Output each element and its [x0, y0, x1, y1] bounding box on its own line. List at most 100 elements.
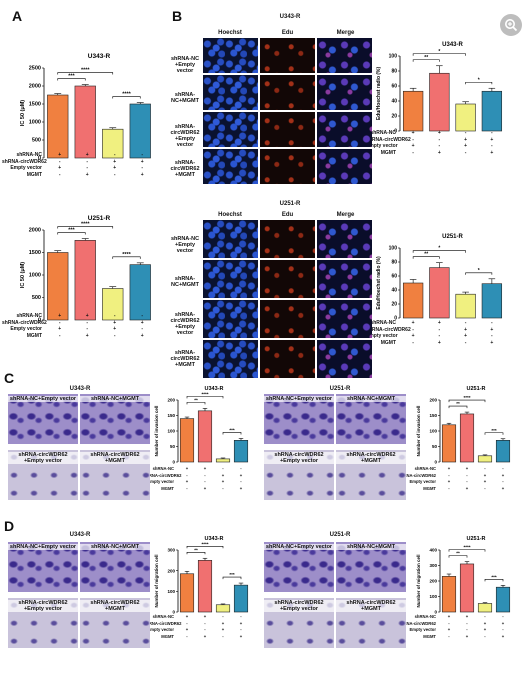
- sign-cell: -: [86, 165, 89, 171]
- sign-row: shRNA-NC + + - -: [396, 466, 512, 473]
- transwell-caption: shRNA-circWDR62 +Empty vector: [264, 452, 334, 464]
- y-axis-label: Number of invasion cell: [416, 406, 421, 457]
- sign-cell: +: [221, 627, 225, 632]
- sign-cell: -: [484, 633, 486, 639]
- significance-bracket: [57, 226, 114, 229]
- y-axis-label: Edu/Hoechst radio (%): [376, 256, 382, 310]
- sign-cell: -: [502, 466, 504, 471]
- sign-cell: +: [140, 332, 144, 339]
- sign-row-label: shRNA-NC: [414, 466, 436, 471]
- microscopy-image-hoechst: [203, 220, 258, 258]
- significance-bracket: [484, 579, 504, 582]
- sign-row: MGMT - + - +: [366, 150, 505, 157]
- panel-letter-a: A: [12, 8, 23, 24]
- sign-cell: +: [501, 620, 505, 626]
- chart-title: U343-R: [442, 42, 463, 48]
- sign-row: MGMT - + - +: [144, 486, 250, 493]
- sign-cell: -: [464, 320, 467, 326]
- significance-bracket: [222, 432, 242, 435]
- sign-cell: +: [465, 633, 469, 639]
- sign-cell: -: [448, 485, 450, 491]
- y-tick-label: 0: [394, 316, 397, 322]
- y-tick-label: 200: [167, 568, 175, 573]
- sign-cell: +: [140, 171, 144, 178]
- transwell-caption: shRNA-NC+MGMT: [80, 544, 150, 550]
- sign-cell: -: [113, 332, 116, 339]
- sign-table-d-u251: shRNA-NC + + - - shRNA-circWDR62- - + + Empty vec…: [396, 614, 512, 640]
- microscopy-image-hoechst: [203, 149, 258, 184]
- sign-cell: -: [464, 130, 467, 136]
- significance-bracket: [112, 256, 141, 259]
- microscopy-image-hoechst: [203, 260, 258, 298]
- sign-cell: -: [464, 149, 467, 156]
- bar: [429, 72, 450, 132]
- microscopy-image-edu: [260, 300, 315, 338]
- y-tick-label: 1500: [29, 102, 41, 108]
- chart-d-u343: U343-R 0 100 200 300 Number of migration cell…: [154, 536, 249, 615]
- y-tick-label: 100: [429, 594, 437, 599]
- sign-table-b-u251: shRNA-NC + + - - shRNA-circWDR62- - + + Empty vec…: [366, 320, 505, 346]
- bar: [481, 283, 503, 319]
- microscopy-image-merge: [317, 300, 372, 338]
- sign-row: Empty vector + - + -: [144, 627, 250, 634]
- sign-row-label: MGMT: [26, 332, 42, 339]
- significance-bracket: [222, 576, 242, 580]
- sign-cell: +: [221, 472, 225, 478]
- sign-row-label: MGMT: [161, 485, 174, 491]
- sign-cell: -: [484, 614, 486, 619]
- sign-row: Empty vector + - + -: [2, 326, 156, 333]
- y-tick-label: 40: [391, 288, 397, 294]
- transwell-caption: shRNA-NC+Empty vector: [8, 396, 78, 402]
- y-tick-label: 100: [167, 429, 175, 434]
- sign-cell: -: [204, 627, 206, 632]
- sign-row: Empty vector + - + -: [366, 143, 505, 150]
- panel-letter-c: C: [4, 370, 15, 386]
- y-tick-label: 60: [391, 274, 397, 280]
- significance-label: ****: [463, 395, 470, 400]
- significance-label: *: [478, 77, 480, 83]
- sign-cell: -: [222, 614, 224, 619]
- sign-row-label: Empty vector: [147, 479, 174, 484]
- microscopy-image-merge: [317, 220, 372, 258]
- zoom-button[interactable]: [500, 14, 522, 36]
- significance-bracket: [448, 405, 468, 409]
- sign-cell: -: [484, 485, 486, 491]
- significance-bracket: [112, 96, 141, 99]
- b-u343-col-merge: Merge: [336, 30, 355, 36]
- chart-b-u251: U251-R 0 20 40 60 80 100 Edu/Hoechst radio (%) *…: [376, 234, 503, 322]
- sign-row: shRNA-circWDR62- - + +: [144, 473, 250, 480]
- b-u251-col-hoechst: Hoechst: [218, 212, 242, 218]
- y-axis-label: Number of migration cell: [154, 554, 159, 607]
- transwell-caption: shRNA-NC+Empty vector: [8, 544, 78, 550]
- microscopy-image-merge: [317, 260, 372, 298]
- microscopy-image-merge: [317, 112, 372, 147]
- b-u343-row-caption-2: shRNA-NC+MGMT: [171, 92, 199, 104]
- chart-title: U251-R: [88, 215, 111, 222]
- y-tick-label: 0: [38, 156, 41, 162]
- transwell-caption: shRNA-NC+MGMT: [80, 396, 150, 402]
- sign-row: shRNA-NC + + - -: [366, 130, 505, 137]
- sign-cell: +: [483, 472, 487, 478]
- significance-bracket: [484, 432, 504, 435]
- y-tick-label: 50: [170, 444, 176, 449]
- sign-cell: -: [222, 466, 224, 471]
- sign-cell: -: [186, 620, 188, 626]
- significance-label: *: [438, 246, 440, 252]
- chart-c-u343: U343-R 0 50 100 150 200 Number of invasion cel…: [154, 386, 249, 465]
- sign-row: Empty vector + - + -: [396, 479, 512, 486]
- sign-cell: -: [141, 326, 144, 332]
- d-u343-title: U343-R: [69, 532, 91, 538]
- sign-cell: +: [411, 320, 415, 326]
- sign-row-label: shRNA-NC: [16, 313, 42, 319]
- y-tick-label: 300: [429, 563, 437, 568]
- sign-cell: -: [141, 152, 144, 158]
- significance-label: ***: [68, 228, 75, 234]
- y-tick-label: 40: [391, 99, 397, 105]
- significance-label: **: [456, 551, 460, 556]
- significance-label: ****: [201, 391, 208, 396]
- y-axis-label: Number of migration cell: [416, 554, 421, 607]
- sign-cell: +: [483, 620, 487, 626]
- sign-cell: -: [86, 158, 89, 165]
- sign-row-label: Empty vector: [366, 333, 398, 339]
